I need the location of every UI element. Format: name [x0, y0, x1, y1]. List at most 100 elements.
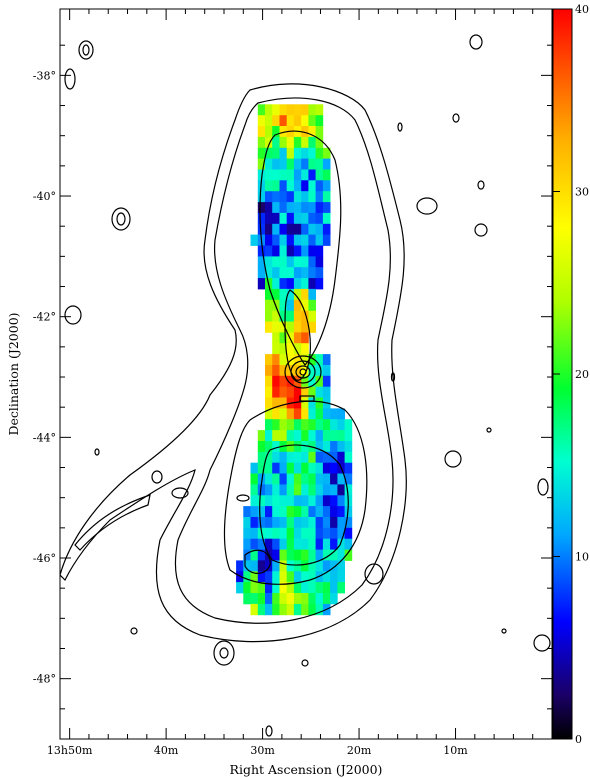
- heatmap-cell: [315, 582, 324, 594]
- heatmap-cell: [279, 560, 288, 572]
- heatmap-cell: [322, 430, 331, 442]
- heatmap-cell: [286, 310, 295, 322]
- heatmap-cell: [272, 538, 280, 550]
- source-contour-15: [452, 113, 460, 123]
- source-contour-18: [94, 448, 100, 456]
- heatmap-cell: [279, 538, 288, 550]
- colorbar-tick-label: 20: [575, 368, 589, 381]
- heatmap-cell: [272, 245, 280, 257]
- heatmap-cell: [330, 441, 338, 453]
- heatmap-cell: [257, 136, 266, 149]
- heatmap-cell: [301, 310, 309, 322]
- heatmap-cell: [293, 549, 302, 561]
- heatmap-cell: [243, 571, 251, 583]
- heatmap-cell: [301, 136, 309, 149]
- heatmap-cell: [301, 278, 309, 290]
- heatmap-cell: [337, 484, 345, 496]
- heatmap-cell: [243, 538, 251, 550]
- heatmap-cell: [308, 256, 316, 268]
- heatmap-cell: [330, 527, 338, 540]
- heatmap-cell: [243, 527, 251, 540]
- heatmap-cell: [322, 419, 331, 431]
- heatmap-cell: [322, 549, 331, 561]
- heatmap-cell: [272, 571, 280, 583]
- heatmap-cell: [322, 582, 331, 594]
- heatmap-cell: [315, 104, 324, 116]
- heatmap-cell: [315, 506, 324, 518]
- y-axis-label: Declination (J2000): [6, 312, 21, 435]
- heatmap-cell: [308, 375, 316, 388]
- heatmap-cell: [272, 495, 280, 507]
- heatmap-cell: [286, 441, 295, 453]
- heatmap-cell: [250, 234, 259, 246]
- heatmap-cell: [293, 147, 302, 160]
- heatmap-cell: [286, 202, 295, 214]
- heatmap-cell: [330, 495, 338, 507]
- outer-lobe-contour: [60, 83, 407, 643]
- heatmap-cell: [272, 603, 280, 616]
- heatmap-cell: [257, 223, 266, 236]
- heatmap-cell: [279, 147, 288, 160]
- heatmap-cell: [272, 506, 280, 518]
- heatmap-cell: [257, 267, 266, 279]
- heatmap-cell: [257, 245, 266, 257]
- heatmap-cell: [315, 527, 324, 540]
- heatmap-cell: [337, 419, 345, 431]
- heatmap-cell: [272, 169, 280, 181]
- heatmap-cell: [322, 527, 331, 540]
- heatmap-cell: [279, 267, 288, 279]
- x-tick-label: 10m: [443, 744, 468, 757]
- heatmap-cell: [286, 147, 295, 160]
- jet-contour: [284, 289, 311, 381]
- heatmap-cell: [279, 234, 288, 246]
- heatmap-cell: [257, 441, 266, 453]
- heatmap-cell: [308, 571, 316, 583]
- heatmap-cell: [250, 538, 259, 550]
- heatmap-cell: [272, 310, 280, 322]
- heatmap-cell: [265, 582, 273, 594]
- heatmap-cell: [286, 408, 295, 420]
- inner-contour-south: [223, 400, 368, 585]
- heatmap-cell: [293, 343, 302, 355]
- heatmap-cell: [315, 451, 324, 464]
- heatmap-cell: [308, 365, 316, 377]
- heatmap-cell: [257, 560, 266, 572]
- heatmap-cell: [315, 560, 324, 572]
- heatmap-cell: [286, 191, 295, 203]
- heatmap-cell: [301, 299, 309, 312]
- heatmap-cell: [286, 451, 295, 464]
- heatmap-cell: [293, 267, 302, 279]
- heatmap-cell: [337, 506, 345, 518]
- heatmap-cell: [337, 527, 345, 540]
- heatmap-cell: [293, 462, 302, 474]
- heatmap-cell: [293, 136, 302, 149]
- heatmap-cell: [250, 484, 259, 496]
- heatmap-cell: [308, 234, 316, 246]
- heatmap-cell: [279, 180, 288, 192]
- source-contour-25: [486, 427, 492, 433]
- heatmap-cell: [250, 506, 259, 518]
- heatmap-cell: [293, 517, 302, 529]
- heatmap-cell: [286, 549, 295, 561]
- heatmap-cell: [293, 593, 302, 605]
- heatmap-cell: [272, 560, 280, 572]
- heatmap-cell: [344, 484, 353, 496]
- heatmap-cell: [308, 527, 316, 540]
- heatmap-cell: [265, 506, 273, 518]
- heatmap-cell: [286, 267, 295, 279]
- heatmap-cell: [279, 332, 288, 344]
- heatmap-cell: [265, 527, 273, 540]
- heatmap-cell: [243, 506, 251, 518]
- heatmap-cell: [308, 202, 316, 214]
- heatmap-cell: [265, 245, 273, 257]
- heatmap-cell: [279, 408, 288, 420]
- source-contour-22: [501, 628, 507, 634]
- heatmap-cell: [293, 419, 302, 431]
- heatmap-cell: [322, 169, 331, 181]
- heatmap-cell: [308, 473, 316, 485]
- source-contour-1: [78, 40, 94, 60]
- heatmap-cell: [279, 126, 288, 138]
- heatmap-cell: [286, 223, 295, 236]
- heatmap-cell: [272, 549, 280, 561]
- heatmap-cell: [315, 419, 324, 431]
